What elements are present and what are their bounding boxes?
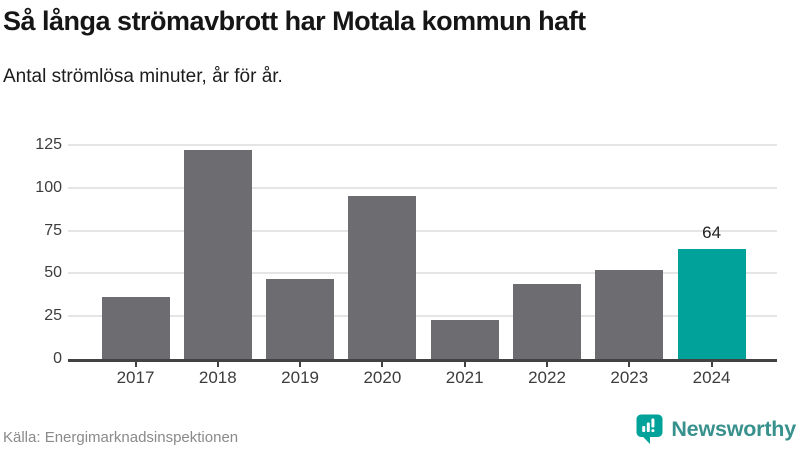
x-axis-tick (299, 361, 302, 367)
bar-2022 (513, 283, 581, 359)
newsworthy-bar-chart-bubble-icon (636, 414, 663, 444)
x-axis-tick-label: 2017 (116, 368, 155, 387)
x-axis-tick (546, 361, 548, 367)
brand-name: Newsworthy (671, 416, 796, 441)
y-axis-tick-label: 50 (44, 264, 62, 282)
gridline (68, 315, 777, 318)
x-axis-tick (216, 361, 219, 367)
gridline (68, 229, 777, 232)
bar-2018 (183, 150, 252, 359)
x-axis-tick-label: 2020 (363, 368, 402, 387)
x-axis-tick-label: 2024 (692, 368, 731, 387)
y-axis-tick-label: 75 (44, 221, 62, 239)
x-axis-tick (710, 361, 713, 367)
brand-logo: Newsworthy (635, 413, 796, 445)
gridline (68, 144, 777, 146)
bar-chart-plot: 0 25 50 75 100 125 2017 2018 2019 2020 2021 2022 202… (0, 130, 800, 400)
x-axis-baseline (68, 359, 777, 362)
y-axis-tick-label: 125 (35, 136, 62, 153)
y-axis-tick-label: 0 (53, 350, 62, 367)
bar-2020 (348, 196, 417, 359)
gridline (68, 186, 777, 189)
gridline (68, 272, 777, 275)
bar-2021 (430, 319, 499, 359)
x-axis-tick (463, 361, 466, 367)
x-axis-tick-label: 2021 (445, 368, 484, 387)
source-note: Källa: Energimarknadsinspektionen (3, 429, 239, 446)
bar-2023 (595, 269, 664, 359)
chart-title: Så långa strömavbrott har Motala kommun … (3, 6, 586, 36)
chart-subtitle: Antal strömlösa minuter, år för år. (3, 66, 283, 87)
x-axis-tick (628, 361, 631, 367)
x-axis-tick-label: 2022 (528, 368, 566, 387)
x-axis-tick-label: 2023 (610, 368, 649, 387)
bar-2017 (101, 297, 170, 359)
y-axis-tick-label: 100 (35, 178, 62, 196)
x-axis-tick (134, 361, 137, 367)
x-axis-tick-label: 2018 (198, 368, 237, 387)
bar-2024 (677, 249, 746, 359)
x-axis-tick (381, 361, 384, 367)
y-axis-tick-label: 25 (44, 307, 62, 325)
bar-value-label: 64 (702, 223, 722, 243)
x-axis-tick-label: 2019 (281, 368, 319, 387)
bar-2019 (266, 278, 335, 359)
